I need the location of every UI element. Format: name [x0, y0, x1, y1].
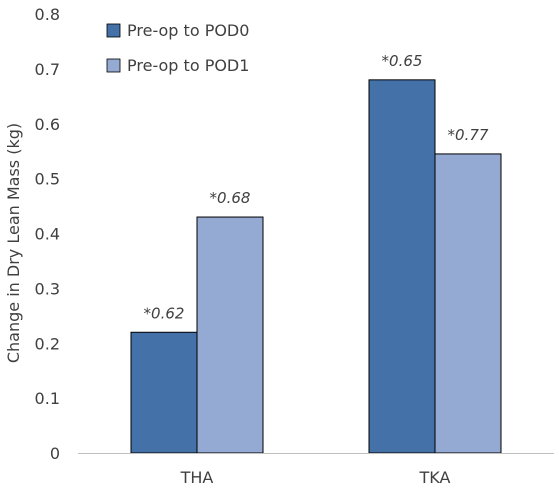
- data-label: *0.68: [210, 189, 251, 207]
- bar: [196, 216, 264, 454]
- y-tick-label: 0.3: [35, 279, 60, 298]
- legend-swatch: [106, 58, 121, 73]
- y-tick-label: 0.6: [35, 115, 60, 134]
- y-tick-label: 0.1: [35, 389, 60, 408]
- y-tick-label: 0.4: [35, 225, 60, 244]
- legend-label: Pre-op to POD0: [127, 21, 249, 40]
- y-tick-label: 0.5: [35, 170, 60, 189]
- x-axis: THA TKA: [180, 468, 451, 487]
- y-axis: 0 0.1 0.2 0.3 0.4 0.5 0.6 0.7 0.8: [35, 5, 60, 463]
- x-tick-label: THA: [180, 468, 214, 487]
- legend-swatch: [106, 23, 121, 38]
- data-label: *0.62: [144, 304, 185, 322]
- data-label: *0.65: [382, 52, 423, 70]
- y-axis-title: Change in Dry Lean Mass (kg): [4, 123, 23, 363]
- legend-label: Pre-op to POD1: [127, 56, 249, 75]
- y-tick-label: 0.8: [35, 5, 60, 24]
- y-tick-label: 0.2: [35, 334, 60, 353]
- legend: Pre-op to POD0 Pre-op to POD1: [106, 21, 249, 75]
- y-tick-label: 0: [50, 444, 60, 463]
- x-tick-label: TKA: [419, 468, 451, 487]
- data-label: *0.77: [448, 126, 489, 144]
- y-tick-label: 0.7: [35, 60, 60, 79]
- bars: [130, 79, 502, 454]
- data-labels: *0.62 *0.68 *0.65 *0.77: [144, 52, 489, 322]
- bar: [434, 153, 502, 454]
- bar: [130, 331, 198, 454]
- bar: [368, 79, 436, 454]
